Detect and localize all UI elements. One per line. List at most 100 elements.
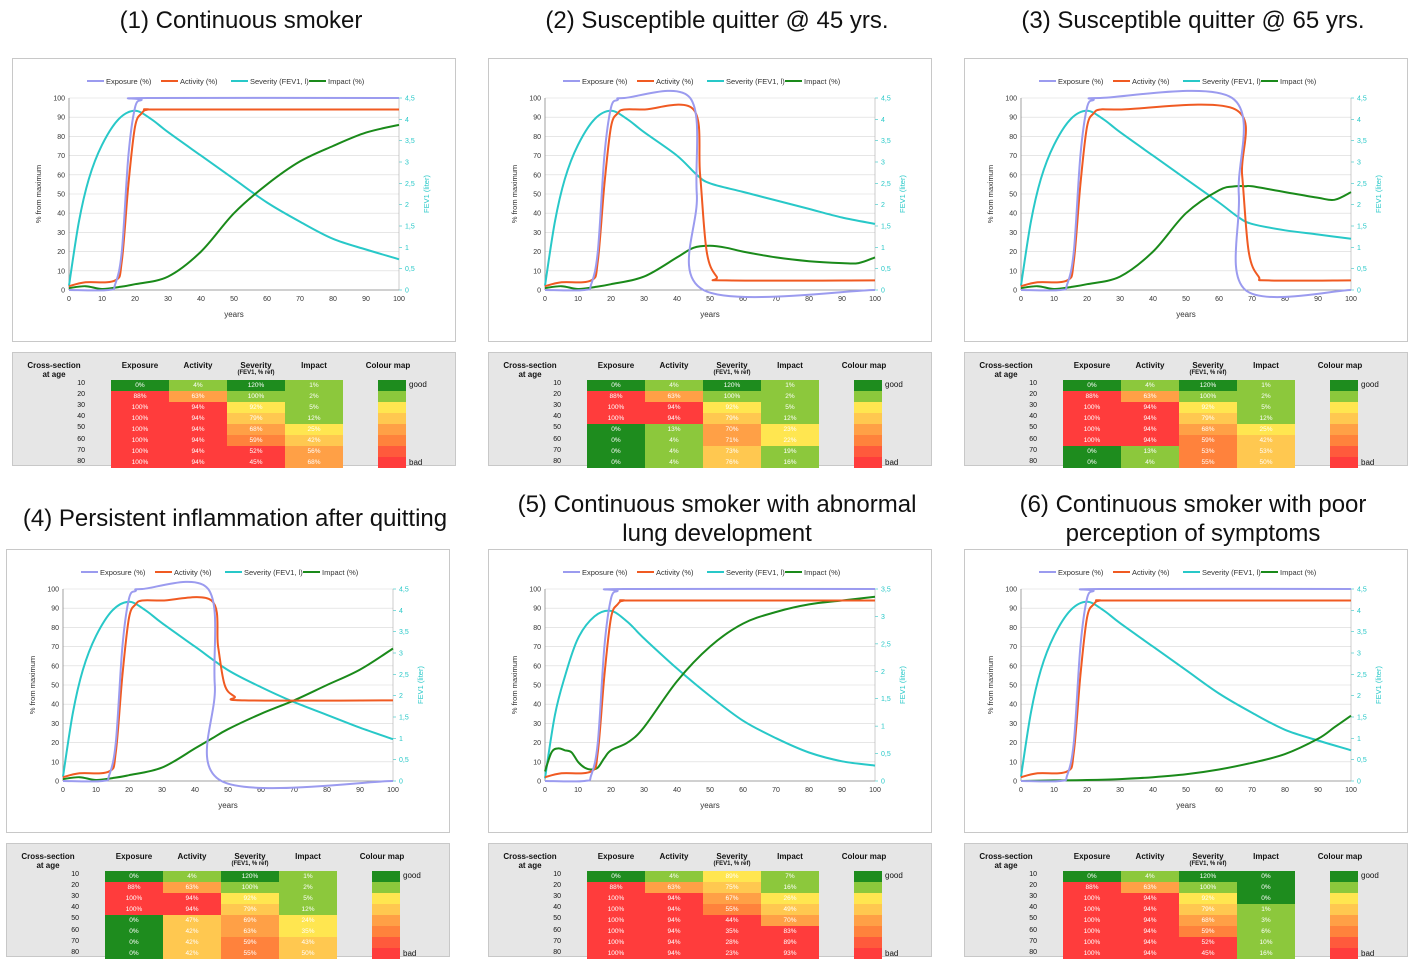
x-tick-label: 40 <box>1149 296 1157 303</box>
table-cell-severity: 59% <box>1179 435 1237 446</box>
table-cell-exposure: 0% <box>587 379 645 391</box>
table-cell-impact: 5% <box>761 401 819 413</box>
table-cell-activity: 94% <box>1121 401 1179 413</box>
table-cell-activity: 4% <box>163 870 221 882</box>
table-cell-activity: 94% <box>1121 914 1179 926</box>
table-cell-exposure: 0% <box>105 937 163 949</box>
table-cell-activity: 4% <box>645 457 703 469</box>
colour-map-swatch <box>372 870 400 882</box>
series-line-exposure <box>544 89 876 299</box>
table-cell-impact: 2% <box>1237 390 1295 402</box>
x-tick-label: 40 <box>191 787 199 794</box>
y-tick-label: 80 <box>1009 625 1017 632</box>
table-cell-exposure: 0% <box>1063 379 1121 391</box>
chart-panel-2: (2) Susceptible quitter @ 45 yrs. Exposur… <box>482 0 952 954</box>
x-tick-label: 20 <box>1083 787 1091 794</box>
table-header: Cross-section <box>979 361 1033 370</box>
table-cell-activity: 63% <box>645 881 703 893</box>
table-cell-exposure: 88% <box>1063 390 1121 402</box>
y2-tick-label: 4,5 <box>881 96 891 103</box>
colour-map-swatch <box>372 881 400 893</box>
table-cell-activity: 4% <box>645 379 703 391</box>
x-tick-label: 100 <box>869 787 881 794</box>
x-tick-label: 50 <box>706 296 714 303</box>
table-cell-exposure: 100% <box>111 457 169 469</box>
y2-tick-label: 0 <box>881 288 885 295</box>
table-header: Severity (FEV1, % ref) <box>1179 852 1237 868</box>
table-age: 70 <box>1029 937 1037 945</box>
series-line-exposure <box>68 96 400 292</box>
x-tick-label: 10 <box>92 787 100 794</box>
y2-tick-label: 0,5 <box>881 751 891 758</box>
colour-map-swatch <box>1330 892 1358 904</box>
table-cell-exposure: 0% <box>1063 457 1121 469</box>
y-tick-label: 70 <box>533 644 541 651</box>
table-cell-impact: 56% <box>285 446 343 458</box>
table-cell-exposure: 100% <box>111 423 169 435</box>
table-cell-impact: 70% <box>761 914 819 926</box>
x-axis-label: years <box>700 801 720 810</box>
table-cell-impact: 0% <box>1237 881 1295 893</box>
y-tick-label: 20 <box>51 740 59 747</box>
y2-tick-label: 0 <box>399 779 403 786</box>
table-cell-activity: 94% <box>1121 903 1179 915</box>
table-header: Severity (FEV1, % ref) <box>703 852 761 868</box>
y2-tick-label: 1,5 <box>881 224 891 231</box>
chart-legend: Exposure (%) Activity (%) Severity (FEV1, … <box>81 568 359 577</box>
x-tick-label: 80 <box>1281 787 1289 794</box>
x-tick-label: 40 <box>1149 787 1157 794</box>
table-cell-severity: 120% <box>1179 379 1237 391</box>
chart-title: (3) Susceptible quitter @ 65 yrs. <box>1021 7 1365 34</box>
y2-tick-label: 4,5 <box>1357 587 1367 594</box>
x-tick-label: 40 <box>673 787 681 794</box>
colour-map-swatch <box>378 457 406 469</box>
table-cell-impact: 49% <box>761 903 819 915</box>
table-cell-severity: 68% <box>1179 423 1237 435</box>
x-tick-label: 10 <box>1050 787 1058 794</box>
y-tick-label: 60 <box>533 172 541 179</box>
table-cell-exposure: 0% <box>1063 446 1121 458</box>
series-line-severity <box>544 609 876 779</box>
table-age: 20 <box>71 882 79 890</box>
colour-map-swatch <box>1330 926 1358 937</box>
x-tick-label: 100 <box>869 296 881 303</box>
table-header: at age <box>994 370 1018 379</box>
cross-section-table: Cross-section at age Exposure Activity Sever… <box>964 352 1408 469</box>
x-tick-label: 0 <box>543 787 547 794</box>
table-age: 10 <box>1029 871 1037 878</box>
table-cell-exposure: 0% <box>587 423 645 435</box>
table-cell-severity: 120% <box>1179 870 1237 882</box>
y-tick-label: 50 <box>57 192 65 199</box>
legend-label: Activity (%) <box>174 568 212 577</box>
legend-label: Exposure (%) <box>582 568 628 577</box>
y2-tick-label: 1 <box>881 245 885 252</box>
table-cell-activity: 94% <box>645 412 703 424</box>
y-tick-label: 40 <box>1009 702 1017 709</box>
legend-label: Impact (%) <box>804 568 841 577</box>
y2-tick-label: 3 <box>405 160 409 167</box>
table-cell-activity: 94% <box>1121 435 1179 446</box>
table-header: at age <box>36 861 60 870</box>
y2-tick-label: 2 <box>405 202 409 209</box>
y-tick-label: 90 <box>533 606 541 613</box>
y2-tick-label: 0 <box>1357 288 1361 295</box>
table-cell-exposure: 0% <box>587 435 645 446</box>
legend-label: Activity (%) <box>1132 568 1170 577</box>
table-cell-impact: 6% <box>1237 926 1295 937</box>
table-subheader: (FEV1, % ref) <box>1189 861 1227 867</box>
legend-label: Severity (FEV1, l) <box>244 568 303 577</box>
y2-tick-label: 1 <box>405 245 409 252</box>
legend-label: Severity (FEV1, l) <box>1202 77 1261 86</box>
table-age: 50 <box>553 915 561 923</box>
table-header: Exposure <box>597 361 635 370</box>
table-cell-impact: 42% <box>1237 435 1295 446</box>
y-tick-label: 20 <box>533 249 541 256</box>
y-tick-label: 70 <box>51 644 59 651</box>
series-line-exposure <box>544 587 876 783</box>
colour-map-good: good <box>885 871 903 880</box>
y2-tick-label: 3,5 <box>405 138 415 145</box>
table-cell-activity: 94% <box>169 457 227 469</box>
y-tick-label: 100 <box>47 587 59 594</box>
table-cell-severity: 100% <box>227 390 285 402</box>
series-line-impact <box>544 244 876 291</box>
